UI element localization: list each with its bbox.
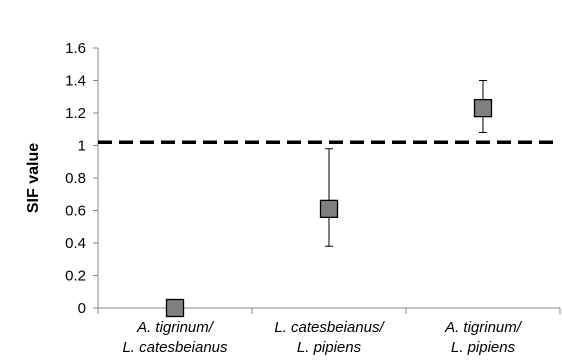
data-point-marker bbox=[473, 98, 493, 118]
x-category-label: L. pipiens bbox=[297, 339, 362, 356]
x-category-label: A. tigrinum/ bbox=[136, 319, 215, 336]
data-markers bbox=[165, 98, 493, 318]
x-category-label: L. catesbeianus/ bbox=[274, 319, 385, 336]
y-tick-label: 0 bbox=[78, 300, 86, 317]
data-point-marker bbox=[165, 298, 185, 318]
y-tick-label: 1 bbox=[78, 138, 86, 155]
y-tick-label: 1.4 bbox=[65, 73, 86, 90]
y-axis-ticks: 0 0.2 0.4 0.6 0.8 1 1.2 1.4 1.6 bbox=[65, 40, 98, 317]
y-tick-label: 0.6 bbox=[65, 203, 86, 220]
y-tick-label: 1.6 bbox=[65, 40, 86, 57]
y-tick-label: 1.2 bbox=[65, 105, 86, 122]
y-axis-title: SIF value bbox=[25, 143, 42, 213]
y-tick-label: 0.2 bbox=[65, 268, 86, 285]
data-point-marker bbox=[319, 199, 339, 219]
y-tick-label: 0.8 bbox=[65, 170, 86, 187]
error-bars bbox=[325, 80, 487, 247]
x-category-labels: A. tigrinum/L. catesbeianus L. catesbeian… bbox=[122, 319, 522, 356]
x-axis-ticks bbox=[97, 308, 561, 314]
x-category-label: A. tigrinum/ bbox=[444, 319, 523, 336]
y-tick-label: 0.4 bbox=[65, 235, 86, 252]
x-category-label: L. pipiens bbox=[451, 339, 516, 356]
x-category-label: L. catesbeianus bbox=[122, 339, 228, 356]
